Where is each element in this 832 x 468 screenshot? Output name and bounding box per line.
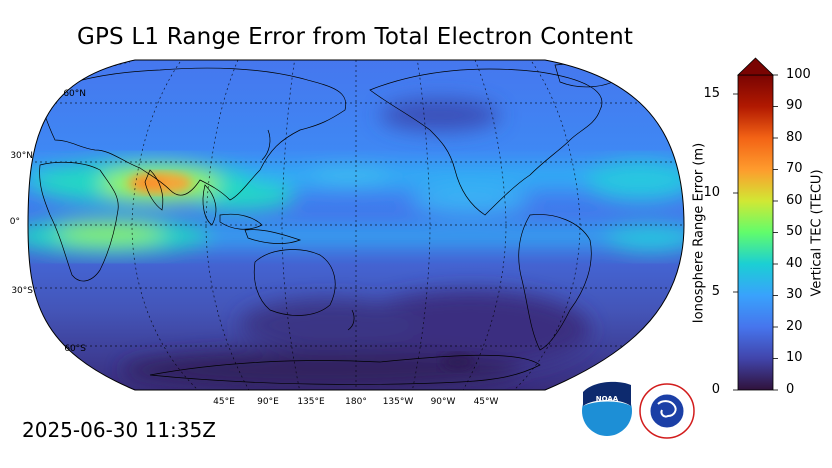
lat-label-60n: 60°N [63,89,86,99]
range-tick-5: 5 [711,284,720,299]
lat-label-60s: 60°S [64,344,86,354]
range-tick-10: 10 [703,185,720,200]
lat-label-30n: 30°N [10,151,33,161]
tec-tick-40: 40 [786,256,803,271]
tec-tick-0: 0 [786,382,795,397]
lon-label-90w: 90°W [430,397,456,407]
tec-tick-80: 80 [786,130,803,145]
nws-logo [639,383,695,439]
tec-tick-20: 20 [786,319,803,334]
noaa-logo: NOAA [582,381,632,436]
lon-label-90e: 90°E [257,397,279,407]
lon-label-45w: 45°W [473,397,499,407]
lon-label-135e: 135°E [297,397,325,407]
colorbar-left-label: Ionosphere Range Error (m) [691,142,707,324]
range-tick-0: 0 [711,382,720,397]
lon-label-180: 180° [345,397,367,407]
globe-outline [27,59,685,391]
svg-text:NOAA: NOAA [596,395,619,403]
colorbar-extend-triangle [737,57,774,76]
coastlines [39,63,621,385]
tec-tick-70: 70 [786,161,803,176]
tec-tick-10: 10 [786,350,803,365]
lat-label-0: 0° [9,217,20,227]
tec-tick-50: 50 [786,224,803,239]
tec-field [28,60,684,390]
figure-title: GPS L1 Range Error from Total Electron C… [76,24,634,50]
colorbar [733,57,778,391]
tec-tick-100: 100 [786,67,811,82]
lon-label-135w: 135°W [382,397,414,407]
range-tick-15: 15 [703,86,720,101]
tec-tick-30: 30 [786,287,803,302]
tec-tick-60: 60 [786,193,803,208]
graticule [28,60,684,390]
tec-tick-90: 90 [786,98,803,113]
lon-label-45e: 45°E [213,397,235,407]
timestamp: 2025-06-30 11:35Z [22,418,216,442]
lat-label-30s: 30°S [11,286,33,296]
colorbar-right-label: Vertical TEC (TECU) [809,169,825,297]
